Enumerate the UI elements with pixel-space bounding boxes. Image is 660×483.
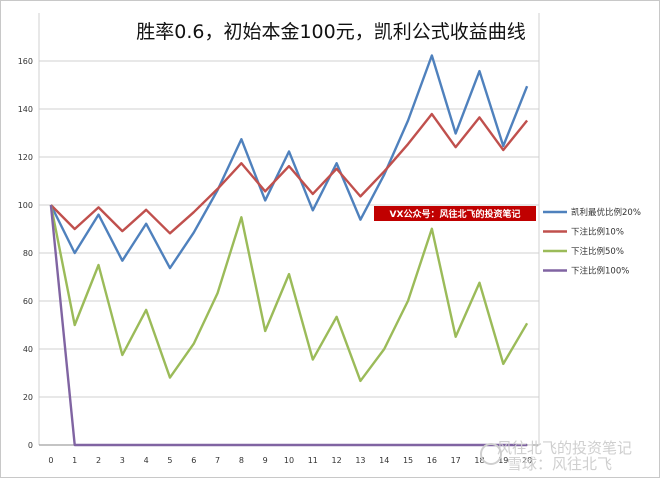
y-tick-label: 140 — [18, 105, 33, 114]
x-tick-labels: 0 1 2 3 4 5 6 7 8 9 10 11 12 13 14 15 16 17 18 19 20 — [48, 456, 532, 465]
watermark-text-2: 雪球：风往北飞 — [507, 455, 612, 473]
series-line — [49, 204, 528, 447]
x-tick-label: 7 — [215, 456, 220, 465]
series-lines — [49, 54, 529, 447]
x-tick-label: 1 — [72, 456, 77, 465]
legend-label: 凯利最优比例20% — [571, 207, 641, 218]
banner-text: VX公众号：风往北飞的投资笔记 — [390, 208, 521, 220]
watermark: 风往北飞的投资笔记 雪球：风往北飞 — [480, 439, 632, 473]
x-tick-label: 12 — [332, 456, 342, 465]
x-tick-label: 8 — [239, 456, 244, 465]
x-tick-label: 10 — [284, 456, 294, 465]
gridlines — [38, 13, 540, 445]
chart-title: 胜率0.6，初始本金100元，凯利公式收益曲线 — [136, 21, 525, 43]
banner-background — [374, 206, 536, 221]
x-tick-label: 0 — [48, 456, 53, 465]
y-tick-label: 160 — [18, 57, 33, 66]
x-tick-label: 17 — [451, 456, 461, 465]
watermark-text: 风往北飞的投资笔记 — [497, 439, 632, 457]
y-tick-label: 80 — [23, 249, 33, 258]
x-tick-label: 14 — [379, 456, 389, 465]
x-tick-label: 11 — [308, 456, 318, 465]
x-tick-label: 6 — [191, 456, 196, 465]
x-tick-label: 15 — [403, 456, 413, 465]
y-tick-label: 0 — [28, 441, 33, 450]
watermark-logo-icon — [480, 443, 502, 465]
x-tick-label: 20 — [522, 456, 532, 465]
x-tick-label: 13 — [355, 456, 365, 465]
y-tick-label: 60 — [23, 297, 33, 306]
banner: VX公众号：风往北飞的投资笔记 — [374, 206, 536, 221]
legend-label: 下注比例100% — [571, 266, 629, 277]
x-tick-label: 5 — [167, 456, 172, 465]
x-tick-label: 4 — [144, 456, 149, 465]
x-tick-label: 9 — [263, 456, 268, 465]
y-tick-label: 120 — [18, 153, 33, 162]
y-tick-label: 20 — [23, 393, 33, 402]
y-tick-label: 40 — [23, 345, 33, 354]
legend-label: 下注比例50% — [571, 246, 624, 257]
x-tick-label: 19 — [498, 456, 508, 465]
series-line — [49, 54, 529, 270]
y-tick-label: 100 — [18, 201, 33, 210]
x-tick-label: 16 — [427, 456, 437, 465]
x-tick-label: 2 — [96, 456, 101, 465]
series-line — [49, 204, 529, 383]
y-tick-labels: 0 20 40 60 80 100 120 140 160 — [18, 57, 33, 450]
series-line — [50, 112, 529, 235]
legend: 凯利最优比例20% 下注比例10% 下注比例50% 下注比例100% — [543, 207, 641, 277]
x-tick-label: 18 — [474, 456, 484, 465]
legend-label: 下注比例10% — [571, 227, 624, 238]
x-tick-label: 3 — [120, 456, 125, 465]
